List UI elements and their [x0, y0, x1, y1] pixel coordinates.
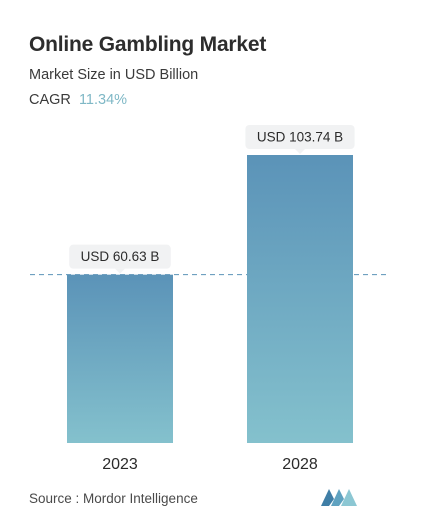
cagr-line: CAGR 11.34%	[29, 92, 127, 108]
data-label-box-2028	[245, 125, 355, 149]
data-label-2023: USD 60.63 B	[81, 249, 160, 264]
category-label-2023: 2023	[102, 456, 138, 473]
chart-subtitle: Market Size in USD Billion	[29, 67, 199, 83]
bar-2023	[67, 274, 173, 443]
cagr-label: CAGR	[29, 92, 71, 108]
data-label-box-2023	[69, 244, 171, 269]
cagr-value: 11.34%	[78, 92, 128, 108]
source-text: Source : Mordor Intelligence	[29, 491, 198, 506]
mordor-logo-icon	[321, 489, 357, 506]
data-label-2028: USD 103.74 B	[257, 130, 343, 145]
chart-title: Online Gambling Market	[29, 33, 267, 56]
data-label-pointer-2028	[295, 149, 305, 154]
data-label-pointer-2023	[115, 268, 125, 274]
category-label-2028: 2028	[282, 456, 318, 473]
bar-2028	[247, 155, 353, 443]
